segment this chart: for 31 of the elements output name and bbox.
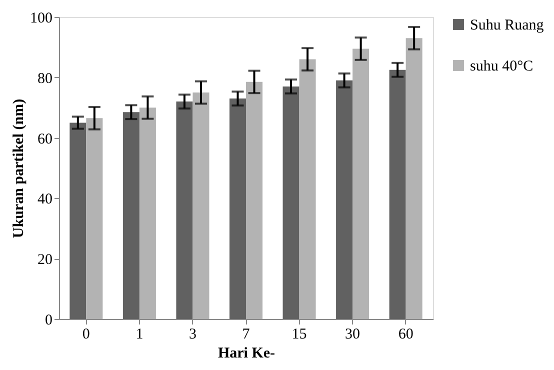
y-tick-label: 80 [38,70,52,87]
y-axis-title: Ukuran partikel (nm) [11,98,27,238]
x-tick-label: 1 [136,326,144,342]
legend-label: suhu 40°C [470,58,534,74]
bar [70,122,86,319]
x-axis-title: Hari Ke- [218,346,276,362]
y-tick-label: 40 [38,192,52,208]
x-tick-label: 60 [398,326,414,342]
x-tick-label: 30 [345,326,360,342]
x-tick-label: 7 [242,326,250,342]
bar [336,80,353,319]
bar [122,112,140,319]
bar [299,59,316,319]
y-tick-label: 100 [30,10,52,26]
legend-label: Suhu Ruang [470,18,544,34]
bar [246,82,263,319]
bar [282,86,300,319]
y-tick-label: 60 [38,131,52,148]
x-tick-label: 3 [188,326,196,342]
bar [176,102,193,319]
bar [192,92,210,319]
y-tick-label: 0 [45,312,52,328]
bar [352,48,370,319]
bar [139,108,156,319]
bar [229,98,246,319]
bar [389,70,406,319]
bar [406,38,422,319]
x-tick-label: 15 [292,326,307,342]
bar [86,118,103,319]
y-tick-label: 20 [38,252,52,268]
x-tick-label: 0 [82,326,90,342]
